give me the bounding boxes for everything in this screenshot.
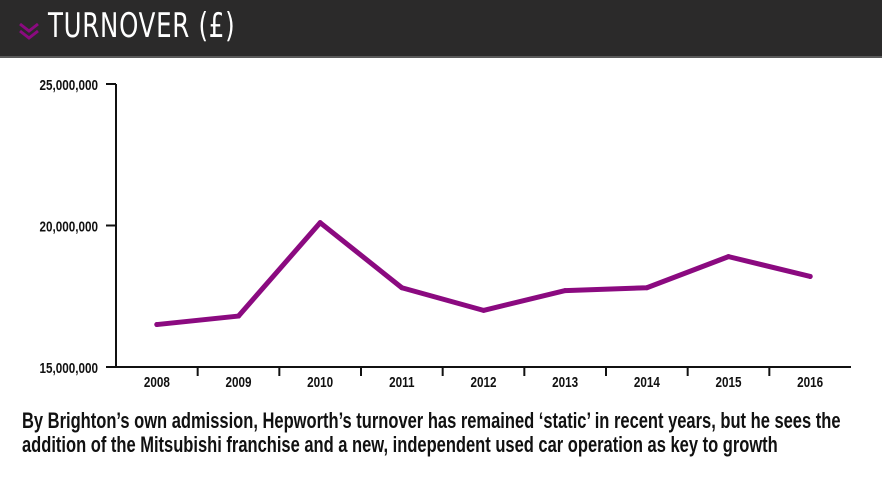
x-tick-label: 2011 <box>389 374 415 391</box>
data-point <box>644 285 650 291</box>
caption: By Brighton’s own admission, Hepworth’s … <box>22 408 841 457</box>
x-tick-label: 2015 <box>715 374 741 391</box>
data-point <box>726 254 731 260</box>
data-point <box>317 220 323 226</box>
data-point <box>807 273 813 279</box>
y-tick-label: 20,000,000 <box>39 218 98 235</box>
line-chart: 15,000,000 20,000,000 25,000,000 2008 2009 20… <box>39 77 851 391</box>
data-point <box>399 285 405 291</box>
y-tick-label: 15,000,000 <box>39 360 98 377</box>
data-point <box>236 313 241 319</box>
x-tick-label: 2009 <box>225 374 251 391</box>
x-tick-label: 2013 <box>552 374 578 391</box>
header-bar: TURNOVER (£) <box>0 0 882 58</box>
chart-title: TURNOVER (£) <box>48 6 236 46</box>
x-tick-label: 2008 <box>144 374 170 391</box>
double-chevron-down-icon <box>19 22 39 40</box>
data-point <box>562 288 568 294</box>
data-point <box>154 322 160 328</box>
x-tick-label: 2012 <box>470 374 496 391</box>
x-tick-label: 2014 <box>634 374 660 391</box>
x-tick-label: 2016 <box>797 374 823 391</box>
x-tick-label: 2010 <box>307 374 333 391</box>
y-tick-label: 25,000,000 <box>39 77 98 94</box>
data-point <box>481 307 486 313</box>
